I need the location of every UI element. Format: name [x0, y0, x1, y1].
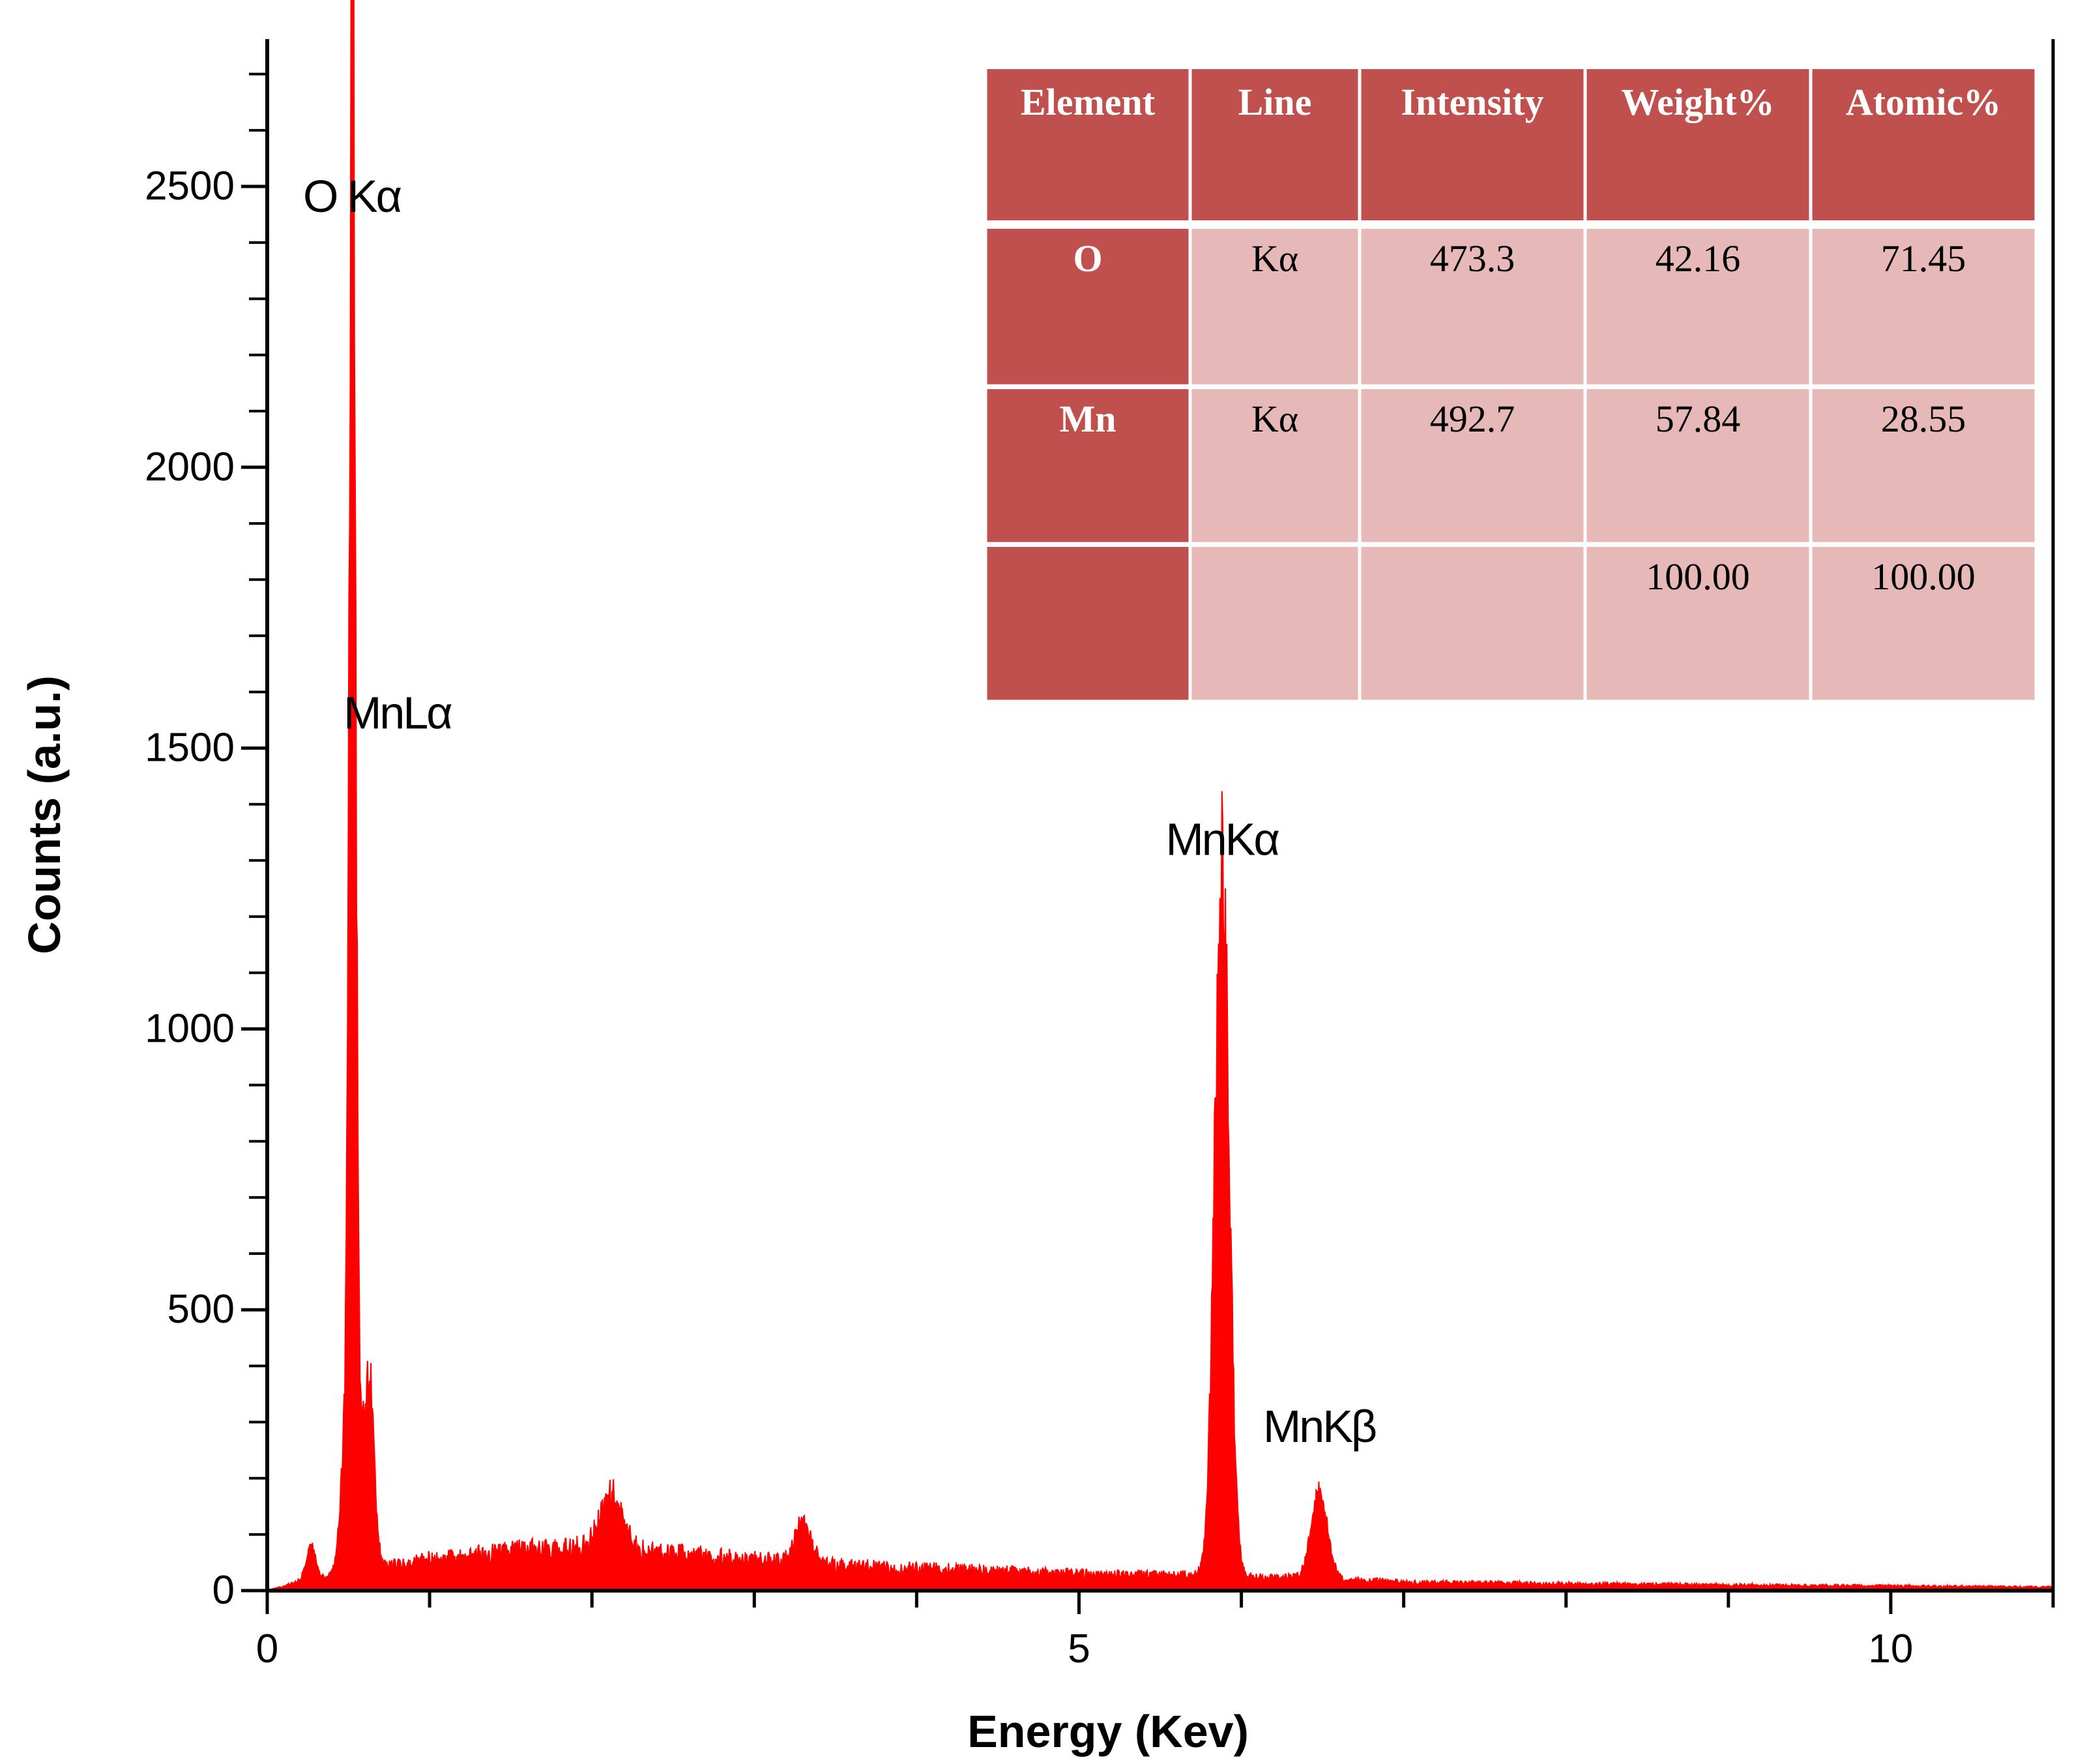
table-cell-text: 42.16 [1656, 237, 1741, 280]
peak-label: MnKα [1165, 814, 1279, 865]
y-tick-label: 2000 [145, 445, 235, 490]
table-cell [1586, 389, 1809, 542]
peak-label: O Kα [303, 171, 401, 222]
y-tick-label: 0 [212, 1568, 235, 1613]
table-header-text: Element [1021, 81, 1156, 123]
table-header-text: Atomic% [1846, 81, 2001, 123]
table-cell-text: Kα [1251, 398, 1298, 440]
table-cell-text: Mn [1060, 398, 1116, 440]
y-tick-label: 1000 [145, 1006, 235, 1051]
table-element-cell [987, 229, 1189, 385]
table-cell [1586, 229, 1809, 385]
x-axis-title: Energy (Kev) [967, 1706, 1249, 1757]
table-cell [1812, 389, 2035, 542]
table-element-cell [987, 389, 1189, 542]
table-cell-text: 57.84 [1656, 398, 1741, 440]
table-cell-text: Kα [1251, 237, 1298, 280]
x-tick-label: 10 [1868, 1626, 1913, 1671]
peak-label: MnLα [343, 688, 452, 739]
peak-label: MnKβ [1263, 1401, 1376, 1452]
table-header-cell [1191, 69, 1358, 220]
spectrum-area [267, 0, 2054, 1591]
table-element-cell [987, 547, 1189, 700]
table-cell-text: 473.3 [1430, 237, 1515, 280]
composition-table: Element Line Intensity Weight% Atomic% O Kα 473… [987, 69, 2035, 700]
y-tick-label: 1500 [145, 726, 235, 771]
spectrum-layer [267, 0, 2054, 1591]
table-cell [1812, 547, 2035, 700]
table-cell [1361, 229, 1584, 385]
table-cell-text: 71.45 [1881, 237, 1966, 280]
x-tick-label: 5 [1068, 1626, 1090, 1671]
table-cell [1191, 547, 1358, 700]
table-cell [1361, 547, 1584, 700]
table-header-text: Line [1238, 81, 1312, 123]
table-cell [1586, 547, 1809, 700]
x-tick-label: 0 [256, 1626, 278, 1671]
y-tick-label: 2500 [145, 164, 235, 209]
table-cell [1812, 229, 2035, 385]
table-cell [1191, 229, 1358, 385]
y-tick-label: 500 [168, 1287, 235, 1332]
y-axis-title: Counts (a.u.) [19, 675, 70, 954]
table-header-cell [987, 69, 1189, 220]
table-header-cell [1361, 69, 1584, 220]
table-header-text: Weight% [1621, 81, 1774, 123]
table-cell-text: O [1073, 237, 1102, 280]
table-header-cell [1812, 69, 2035, 220]
table-cell-text: 100.00 [1646, 555, 1750, 598]
table-cell [1361, 389, 1584, 542]
table-cell-text: 492.7 [1430, 398, 1515, 440]
table-header-text: Intensity [1401, 81, 1543, 123]
table-cell-text: 100.00 [1871, 555, 1976, 598]
table-header-cell [1586, 69, 1809, 220]
table-cell [1191, 389, 1358, 542]
axes-layer: 0 500 1000 1500 2000 2500 0 5 10 [145, 39, 2055, 1671]
table-cell-text: 28.55 [1881, 398, 1966, 440]
